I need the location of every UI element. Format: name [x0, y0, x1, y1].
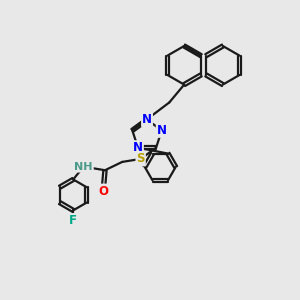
Text: F: F [69, 214, 77, 227]
Text: N: N [133, 141, 143, 154]
Text: NH: NH [74, 162, 93, 172]
Text: N: N [142, 113, 152, 126]
Text: O: O [98, 184, 109, 197]
Text: S: S [136, 152, 145, 165]
Text: N: N [157, 124, 167, 137]
